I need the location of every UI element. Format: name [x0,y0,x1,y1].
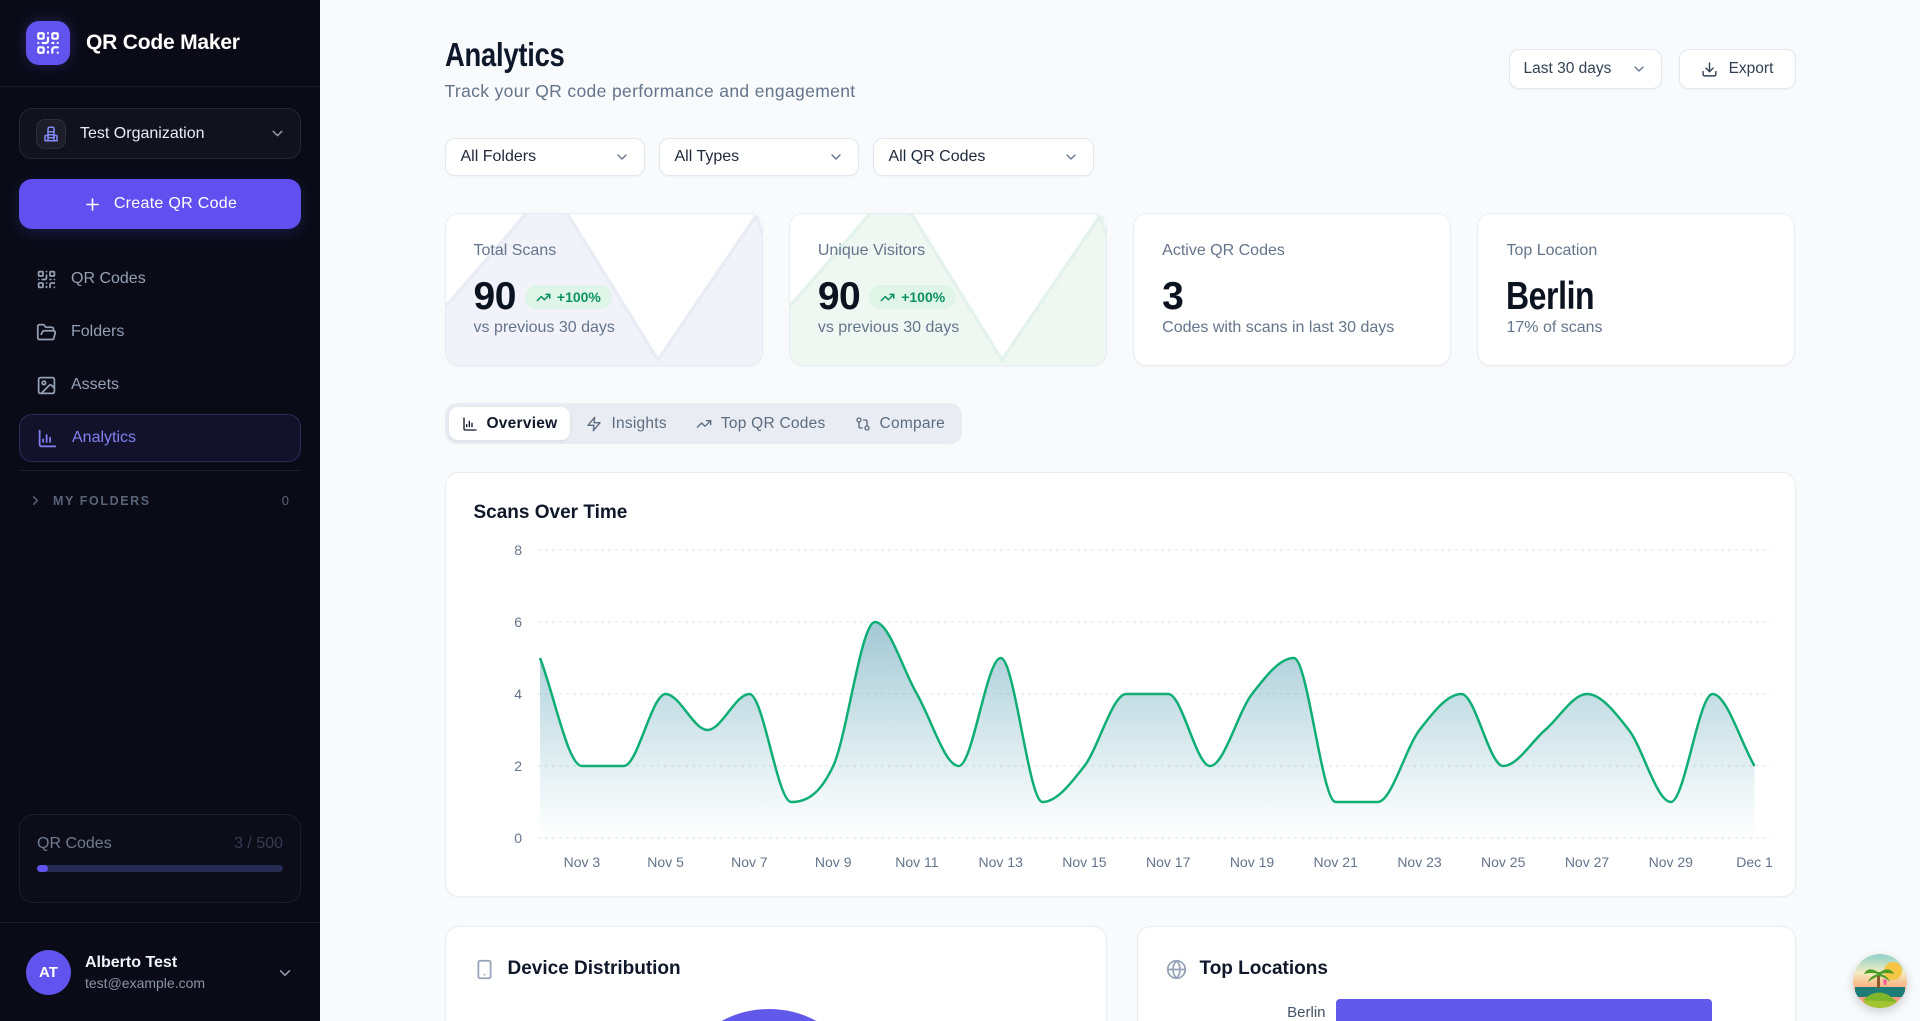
svg-text:0: 0 [514,830,522,846]
svg-text:Nov 19: Nov 19 [1229,854,1274,870]
svg-text:Nov 11: Nov 11 [895,854,939,870]
svg-text:Nov 9: Nov 9 [814,854,851,870]
svg-text:2: 2 [514,758,522,774]
svg-text:Nov 15: Nov 15 [1062,854,1107,870]
svg-text:Nov 13: Nov 13 [978,854,1023,870]
svg-text:Nov 7: Nov 7 [731,854,768,870]
svg-text:Nov 25: Nov 25 [1481,854,1526,870]
svg-text:Nov 5: Nov 5 [647,854,684,870]
svg-text:Nov 3: Nov 3 [563,854,600,870]
svg-text:Nov 17: Nov 17 [1146,854,1191,870]
svg-text:Nov 29: Nov 29 [1648,854,1693,870]
svg-text:Nov 27: Nov 27 [1564,854,1609,870]
svg-text:8: 8 [514,542,522,558]
svg-text:Nov 23: Nov 23 [1397,854,1442,870]
svg-text:6: 6 [514,614,522,630]
svg-text:Dec 1: Dec 1 [1736,854,1773,870]
svg-text:4: 4 [514,686,522,702]
svg-text:Nov 21: Nov 21 [1313,854,1358,870]
